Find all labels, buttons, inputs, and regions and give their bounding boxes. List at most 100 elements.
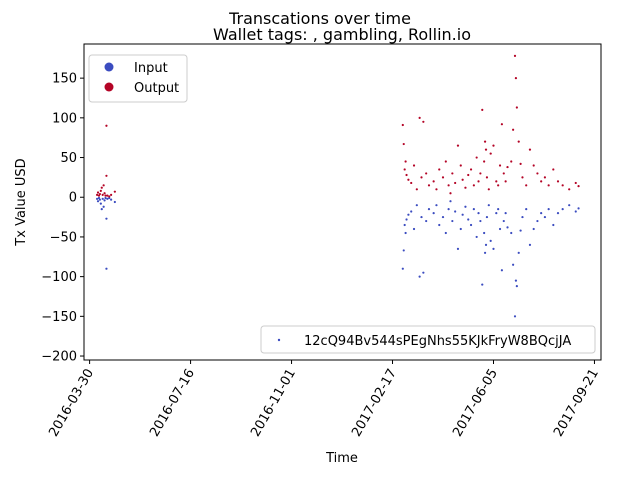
data-point <box>483 140 487 143</box>
data-point <box>410 181 413 185</box>
data-point <box>519 162 522 165</box>
address-legend-label: 12cQ94Bv544sPEgNhs55KJkFryW8BQcjJA <box>304 334 571 349</box>
series-input <box>95 196 580 318</box>
data-point <box>402 142 405 146</box>
data-point <box>97 196 101 200</box>
data-point <box>103 192 106 195</box>
data-point <box>532 227 535 231</box>
data-point <box>401 267 404 270</box>
data-point <box>113 190 116 193</box>
data-point <box>420 176 423 179</box>
data-point <box>504 212 507 215</box>
y-tick-label: 100 <box>52 111 77 126</box>
data-point <box>517 251 520 254</box>
data-point <box>483 251 487 254</box>
data-point <box>459 227 462 231</box>
data-point <box>469 223 473 227</box>
data-point <box>407 213 410 216</box>
data-point <box>472 184 475 187</box>
data-point <box>540 180 543 183</box>
data-point <box>469 168 473 171</box>
data-point <box>103 199 106 202</box>
data-point <box>110 198 113 201</box>
data-point <box>577 207 580 210</box>
data-point <box>481 283 484 286</box>
data-point <box>513 54 517 58</box>
data-point <box>487 188 490 191</box>
data-point <box>459 164 462 167</box>
data-point <box>547 184 550 187</box>
data-point <box>441 176 445 179</box>
data-point <box>495 180 498 183</box>
data-point <box>95 197 99 200</box>
data-point <box>435 188 438 191</box>
data-point <box>574 181 577 185</box>
data-point <box>514 279 518 282</box>
data-point <box>108 196 111 200</box>
data-point <box>479 219 482 223</box>
data-point <box>108 195 111 198</box>
data-point <box>110 193 113 196</box>
data-point <box>98 192 101 196</box>
data-point <box>517 140 520 143</box>
y-tick-label: 150 <box>52 72 77 87</box>
data-point <box>467 173 470 177</box>
data-point <box>100 208 103 211</box>
data-point <box>451 172 454 175</box>
data-point <box>402 249 405 252</box>
data-point <box>543 215 547 219</box>
data-point <box>410 210 413 213</box>
data-point <box>104 196 107 200</box>
data-point <box>512 263 515 266</box>
data-point <box>513 315 517 318</box>
legend-input-label: Input <box>134 61 168 76</box>
data-point <box>492 144 495 147</box>
data-point <box>556 180 560 183</box>
data-point <box>454 210 457 213</box>
data-point <box>485 215 489 219</box>
data-point <box>519 229 522 232</box>
data-point <box>502 219 505 223</box>
address-legend-box <box>260 325 596 354</box>
data-point <box>561 184 564 187</box>
data-point <box>101 193 104 196</box>
data-point <box>487 204 490 207</box>
data-point <box>456 247 460 250</box>
data-point <box>556 212 560 215</box>
y-axis-label: Tx Value USD <box>14 158 29 246</box>
data-point <box>500 123 504 126</box>
data-point <box>96 200 100 203</box>
data-point <box>105 174 108 177</box>
data-point <box>95 193 99 196</box>
data-point <box>432 212 435 215</box>
data-point <box>489 152 492 155</box>
data-point <box>521 176 524 179</box>
data-point <box>432 180 435 183</box>
data-point <box>540 212 543 215</box>
data-point <box>525 208 528 211</box>
data-point <box>438 168 441 171</box>
data-point <box>113 200 116 204</box>
data-point <box>102 184 105 187</box>
data-point <box>403 168 406 171</box>
data-point <box>415 188 418 191</box>
data-point <box>405 173 408 177</box>
data-point <box>427 208 431 211</box>
data-point <box>497 208 500 211</box>
data-point <box>101 197 104 200</box>
data-point <box>97 194 101 197</box>
data-point <box>543 176 547 179</box>
data-point <box>404 231 407 235</box>
data-point <box>510 160 513 163</box>
x-axis-label: Time <box>325 451 358 466</box>
y-tick-label: −100 <box>41 270 77 285</box>
data-point <box>504 180 507 183</box>
data-point <box>105 267 108 270</box>
data-point <box>449 192 452 195</box>
data-point <box>483 231 486 235</box>
data-point <box>497 184 500 187</box>
data-point <box>422 120 425 123</box>
data-point <box>481 108 484 111</box>
data-point <box>536 219 539 223</box>
